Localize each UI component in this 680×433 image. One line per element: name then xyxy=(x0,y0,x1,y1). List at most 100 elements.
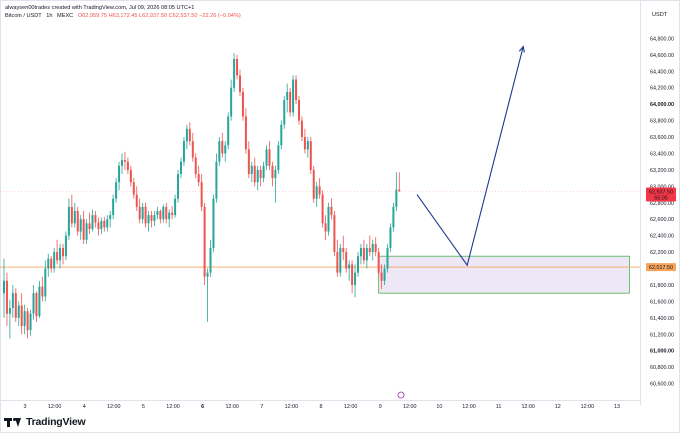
price-tick-label: 63,400.00 xyxy=(650,151,674,157)
candle-body xyxy=(227,116,230,146)
candle-body xyxy=(177,174,180,199)
candle-body xyxy=(182,141,185,162)
time-tick-label: 12:00 xyxy=(107,404,121,410)
candle-body xyxy=(212,198,215,248)
candle-body xyxy=(280,124,283,146)
currency-label[interactable]: USDT xyxy=(652,12,668,18)
candle-body xyxy=(206,272,209,277)
candle-body xyxy=(141,206,144,220)
candle-body xyxy=(265,149,268,166)
candle-body xyxy=(135,194,138,207)
time-tick-label: 12:00 xyxy=(344,404,358,410)
candle-body xyxy=(3,280,5,294)
tradingview-footer[interactable]: TradingView xyxy=(4,414,86,430)
candle-body xyxy=(374,243,377,253)
candle-body xyxy=(342,247,345,253)
price-tick-label: 62,200.00 xyxy=(650,250,674,256)
candle-body xyxy=(283,100,286,125)
candle-body xyxy=(333,215,336,253)
candle-body xyxy=(91,215,94,230)
brand-name: TradingView xyxy=(26,416,86,428)
candle-body xyxy=(354,272,357,285)
time-tick-label: 13 xyxy=(614,404,620,410)
level-price-tag-value: 62,017.50 xyxy=(649,265,673,271)
symbol-legend: Bitcoin / USDT 1h MEXC O62,959.75 H63,17… xyxy=(5,13,244,19)
candle-body xyxy=(112,198,115,216)
candle-body xyxy=(191,141,194,158)
price-tick-label: 63,200.00 xyxy=(650,168,674,174)
time-tick-label: 4 xyxy=(83,404,86,410)
time-tick-label: 10 xyxy=(436,404,442,410)
candle-body xyxy=(298,100,300,121)
projection-path xyxy=(416,46,524,267)
candle-body xyxy=(100,220,103,230)
candle-body xyxy=(64,235,67,257)
candle-body xyxy=(336,252,339,273)
candle-body xyxy=(315,186,318,199)
candle-body xyxy=(129,169,132,183)
candle-body xyxy=(88,223,91,230)
candle-body xyxy=(103,220,106,228)
candle-body xyxy=(23,311,26,327)
candle-body xyxy=(306,141,309,150)
candle-body xyxy=(203,206,206,277)
time-tick-label: 12:00 xyxy=(285,404,299,410)
time-tick-label: 12:00 xyxy=(581,404,595,410)
candle-body xyxy=(126,161,129,170)
candle-body xyxy=(20,305,23,327)
candle-body xyxy=(26,311,29,331)
candle-body xyxy=(386,247,389,269)
candle-body xyxy=(5,280,8,314)
tradingview-logo-icon xyxy=(4,416,24,428)
candle-body xyxy=(330,206,333,216)
attribution-text: alwaysen00trades created with TradingVie… xyxy=(5,5,195,11)
candle-body xyxy=(218,141,221,162)
candle-body xyxy=(168,212,171,220)
candle-body xyxy=(53,252,56,269)
price-tick-label: 61,000.00 xyxy=(650,349,674,355)
candle-body xyxy=(395,189,398,207)
candle-body xyxy=(41,286,44,297)
candle-body xyxy=(380,272,383,281)
candle-body xyxy=(292,79,295,113)
candle-body xyxy=(144,206,147,224)
candle-body xyxy=(79,219,82,232)
candle-body xyxy=(309,141,312,170)
candle-body xyxy=(132,182,135,195)
price-tick-label: 63,600.00 xyxy=(650,135,674,141)
candle-body xyxy=(165,206,168,220)
price-tick-label: 60,800.00 xyxy=(650,365,674,371)
candle-body xyxy=(94,215,97,223)
symbol-name[interactable]: Bitcoin / USDT xyxy=(5,13,42,19)
candle-body xyxy=(300,120,303,138)
candle-body xyxy=(262,165,265,179)
candle-body xyxy=(11,293,14,308)
candle-body xyxy=(147,215,150,224)
candle-body xyxy=(398,189,401,192)
time-tick-label: 5 xyxy=(142,404,145,410)
candle-body xyxy=(348,264,351,269)
candle-body xyxy=(351,264,354,285)
candle-body xyxy=(241,91,244,117)
price-tick-label: 64,400.00 xyxy=(650,69,674,75)
candle-body xyxy=(277,145,280,170)
interval-label[interactable]: 1h xyxy=(46,13,53,19)
candle-body xyxy=(159,211,162,220)
candle-body xyxy=(377,252,380,273)
candle-body xyxy=(67,206,70,236)
candle-body xyxy=(318,186,321,195)
candle-body xyxy=(188,128,191,142)
candle-body xyxy=(389,227,392,248)
candle-body xyxy=(239,75,241,92)
candle-body xyxy=(138,206,141,220)
time-tick-label: 12:00 xyxy=(462,404,476,410)
candle-body xyxy=(392,206,395,228)
exchange-label: MEXC xyxy=(57,13,74,19)
time-tick-label: 12:00 xyxy=(521,404,535,410)
candle-body xyxy=(286,91,289,101)
candle-body xyxy=(289,91,292,113)
candle-body xyxy=(180,161,182,175)
candle-body xyxy=(29,313,32,331)
candle-body xyxy=(357,256,359,273)
